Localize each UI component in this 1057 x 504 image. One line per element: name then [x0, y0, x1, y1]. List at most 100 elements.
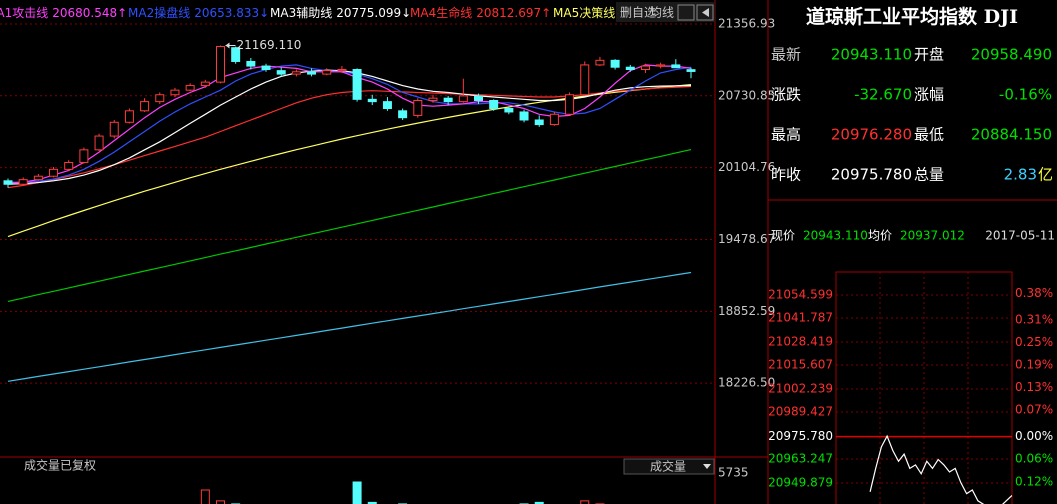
ma-line [7, 149, 692, 302]
volume-bar [352, 481, 362, 504]
candle-body [94, 135, 104, 151]
candle-body [33, 175, 43, 181]
legend-value: 20653.833↓ [194, 6, 269, 20]
y-tick-label: 20989.427 [768, 405, 833, 419]
candle-body [549, 113, 559, 126]
candle-body [656, 64, 666, 67]
candle-body [519, 111, 529, 121]
candle-body [170, 89, 180, 96]
candle-body [185, 85, 195, 91]
icon-button[interactable] [696, 4, 714, 21]
candle-body [276, 70, 286, 75]
volume-bar [580, 500, 590, 504]
candle-body [382, 101, 392, 110]
legend-value: 20680.548↑ [52, 6, 127, 20]
legend-name: MA5决策线 [553, 6, 615, 20]
candle-body [671, 64, 681, 69]
toolbar-button[interactable]: 删自选 [620, 6, 656, 20]
plot [869, 434, 1012, 504]
volume-bars [200, 481, 605, 504]
y2-tick-label: 0.12% [1015, 474, 1053, 488]
legend-entry: MA3辅助线 20775.099↓ [270, 6, 411, 20]
quote-unit: 亿 [1038, 166, 1053, 184]
volume-bar [534, 501, 544, 504]
y-tick-label: 21054.599 [768, 287, 833, 301]
y2-tick-label: 0.25% [1015, 335, 1053, 349]
quote-label: 最低 [914, 126, 944, 144]
candle-body [458, 95, 468, 103]
ma-line [7, 69, 692, 185]
y-tick-label: 21028.419 [768, 334, 833, 348]
volume-selector-label[interactable]: 成交量 [650, 459, 686, 474]
candle-body [261, 65, 271, 71]
toolbar [616, 2, 715, 22]
candle-body [489, 99, 499, 110]
icon [702, 8, 709, 17]
y-tick-label: 20963.247 [768, 452, 833, 466]
price-line [869, 434, 1012, 504]
candle-body [428, 97, 438, 101]
quote-rows: 最新 20943.110 开盘 20958.490 涨跌 -32.670 涨幅 … [771, 46, 1053, 184]
candle-body [231, 47, 241, 62]
y2-tick-label: 0.31% [1015, 312, 1053, 326]
candle-body [398, 110, 408, 119]
ma-line [7, 84, 692, 238]
quote-value: -0.16% [999, 86, 1052, 104]
candle-body [686, 69, 696, 72]
y2-tick-label: 0.13% [1015, 380, 1053, 394]
status-value: 20943.110 [803, 229, 868, 243]
toolbar-button[interactable]: 均线 [650, 6, 674, 20]
y-tick-label: 21356.93 [718, 16, 775, 30]
legend-value: 20812.697↑ [476, 6, 551, 20]
quote-title: 道琼斯工业平均指数 DJI [806, 5, 1018, 28]
plot [3, 45, 696, 382]
quote-value: 20975.780 [831, 166, 912, 184]
y-tick-label: 20949.879 [768, 476, 833, 490]
candle-body [580, 64, 590, 96]
intraday-vgrid [879, 272, 969, 504]
volume-bar [215, 500, 225, 504]
candle-body [307, 71, 317, 75]
y-tick-label: 20975.780 [768, 429, 833, 443]
y-tick-label: 18852.59 [718, 304, 775, 318]
candle-body [155, 94, 165, 103]
candle-body [352, 69, 362, 100]
quote-value: 20976.280 [831, 126, 912, 144]
volume-selector[interactable] [623, 458, 715, 475]
quote-label: 最新 [771, 46, 801, 64]
candle-body [413, 99, 423, 116]
candle-body [18, 179, 28, 185]
quote-label: 涨幅 [914, 86, 944, 104]
volume-bar [367, 501, 377, 504]
dropdown-arrow [703, 464, 711, 469]
legend-entry: MA4生命线 20812.697↑ [410, 5, 551, 20]
y-tick-label: 21041.787 [768, 310, 833, 324]
icon-button[interactable] [677, 4, 695, 21]
candle-body [109, 121, 119, 137]
status-value: 20937.012 [900, 229, 965, 243]
volume-bar [200, 489, 210, 504]
candle-body [79, 149, 89, 163]
legend-name: MA3辅助线 [270, 6, 332, 20]
legend-name: MA1攻击线 [0, 6, 48, 20]
legend-entry: MA1攻击线 20680.548↑ [0, 6, 127, 20]
quote-value: 2.83 [1004, 166, 1037, 184]
legend-name: MA4生命线 [410, 5, 472, 20]
candle-body [124, 110, 134, 123]
candle-body [640, 65, 650, 71]
legend-entry: MA5决策线 [553, 6, 615, 20]
candle-body [337, 69, 347, 72]
candle-body [322, 70, 332, 75]
y-tick-label: 20730.85 [718, 88, 775, 102]
candle-body [49, 168, 59, 177]
volume-title: 成交量已复权 [24, 458, 96, 473]
candle-body [200, 81, 210, 87]
candle-body [595, 59, 605, 66]
quote-value: 20943.110 [831, 46, 912, 64]
quote-label: 总量 [914, 166, 944, 184]
quote-label: 涨跌 [771, 86, 801, 104]
candle-body [565, 94, 575, 115]
status-label: 现价 [771, 229, 795, 243]
